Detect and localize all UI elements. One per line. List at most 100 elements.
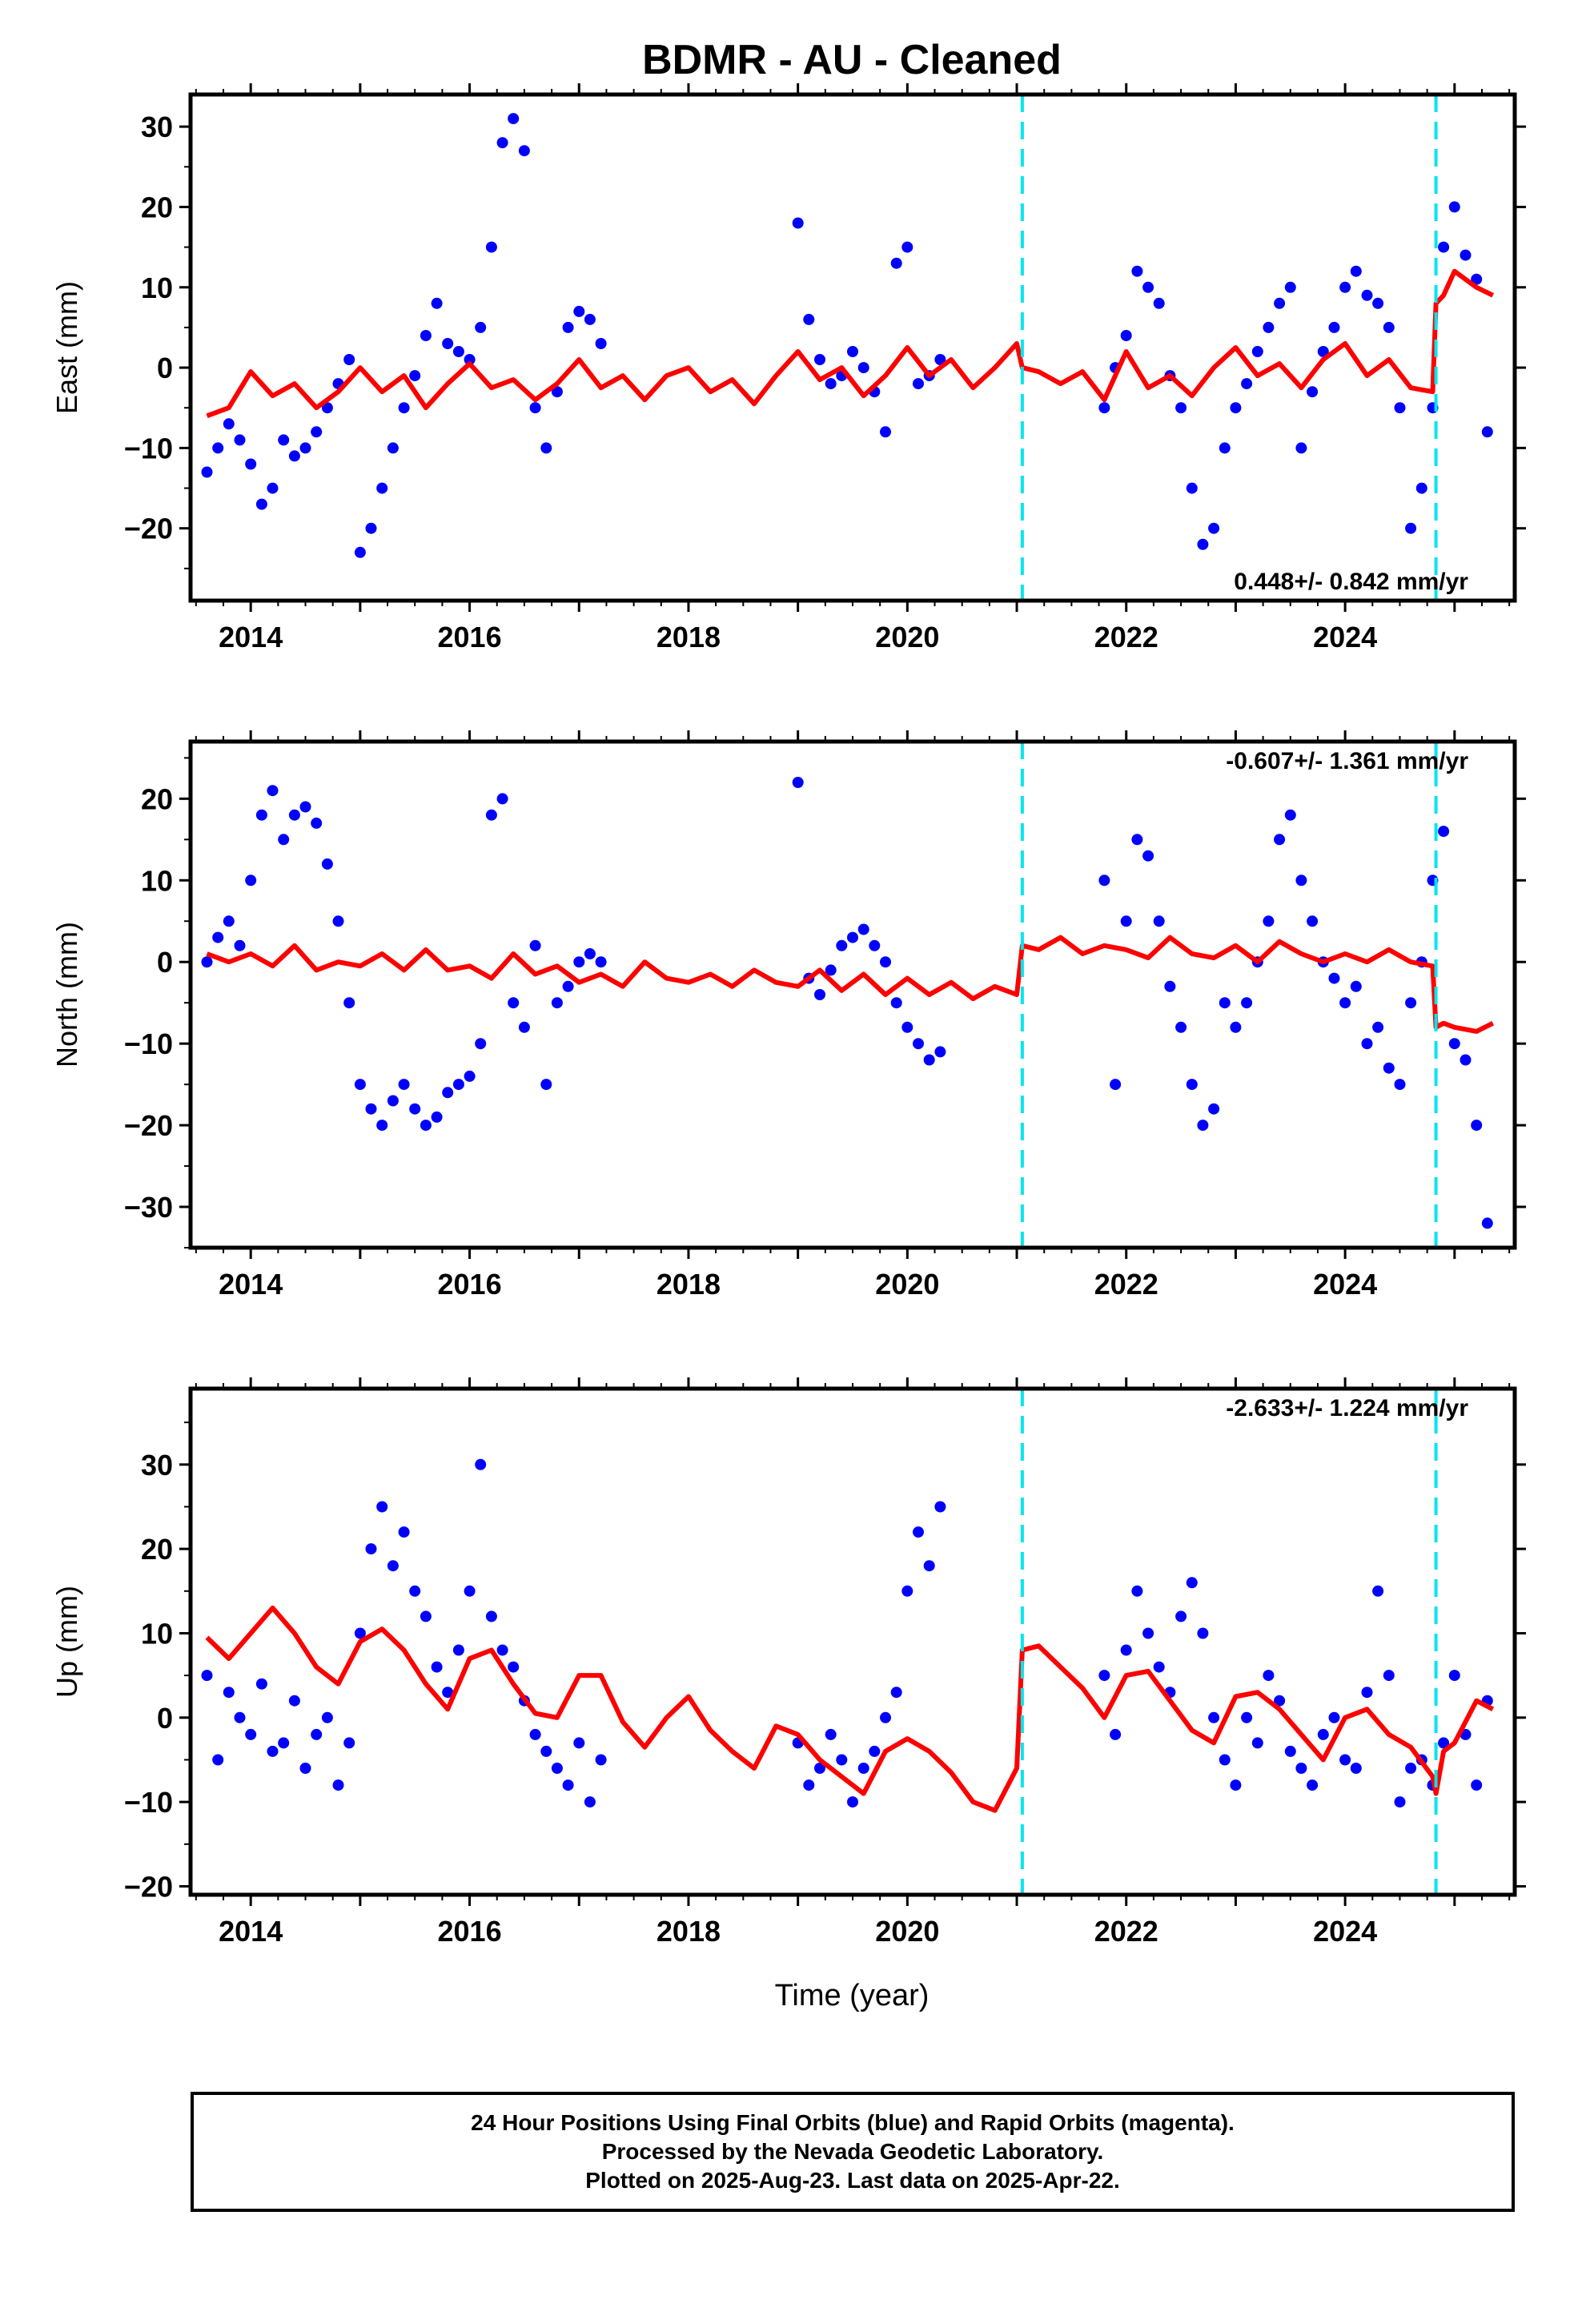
data-point: [354, 1627, 366, 1639]
data-point: [1175, 402, 1187, 414]
data-point: [365, 1543, 377, 1555]
data-point: [1142, 281, 1154, 293]
data-point: [934, 1046, 946, 1058]
data-point: [1241, 1711, 1253, 1723]
data-point: [201, 956, 213, 968]
data-point: [1394, 402, 1406, 414]
y-tick-label: −20: [124, 513, 173, 545]
y-tick-label: 0: [157, 1702, 173, 1735]
data-point: [573, 956, 585, 968]
data-point: [1350, 1763, 1362, 1774]
data-point: [1120, 915, 1132, 927]
data-point: [551, 1763, 563, 1774]
data-point: [540, 442, 552, 454]
data-point: [1339, 1754, 1351, 1766]
x-tick-label: 2018: [656, 1268, 721, 1301]
data-point: [1120, 330, 1132, 341]
data-point: [880, 956, 891, 968]
data-point: [847, 931, 858, 943]
footer-caption-box: 24 Hour Positions Using Final Orbits (bl…: [191, 2092, 1515, 2212]
data-point: [508, 997, 520, 1009]
data-point: [255, 809, 267, 821]
data-point: [255, 1678, 267, 1690]
data-point: [1405, 522, 1417, 534]
y-tick-label: −20: [124, 1870, 173, 1903]
data-point: [1197, 1120, 1209, 1132]
x-tick-label: 2022: [1094, 1268, 1158, 1301]
data-point: [464, 354, 476, 365]
data-point: [365, 522, 377, 534]
data-point: [442, 338, 454, 349]
data-point: [1471, 273, 1483, 285]
data-point: [595, 338, 607, 349]
data-point: [1251, 1737, 1263, 1749]
data-point: [376, 1120, 388, 1132]
data-point: [1186, 482, 1198, 494]
footer-line-1: 24 Hour Positions Using Final Orbits (bl…: [471, 2110, 1235, 2135]
y-tick-label: −20: [124, 1109, 173, 1142]
data-point: [1153, 1661, 1165, 1673]
data-point: [792, 217, 804, 229]
data-point: [869, 939, 881, 951]
data-point: [311, 426, 323, 438]
data-point: [1263, 321, 1275, 333]
data-point: [387, 1560, 399, 1572]
data-point: [792, 777, 804, 788]
data-point: [212, 442, 224, 454]
data-point: [584, 1796, 596, 1808]
y-tick-label: 0: [157, 352, 173, 384]
data-point: [299, 442, 311, 454]
data-point: [1230, 1779, 1242, 1791]
data-point: [1164, 980, 1176, 992]
data-point: [1448, 1670, 1460, 1682]
y-tick-label: 30: [141, 111, 173, 143]
data-points: [201, 1458, 1493, 1808]
data-point: [913, 1526, 924, 1538]
data-point: [573, 1737, 585, 1749]
x-tick-label: 2014: [219, 1915, 283, 1948]
data-point: [431, 1661, 443, 1673]
data-point: [288, 809, 300, 821]
data-point: [1350, 980, 1362, 992]
data-point: [1361, 1038, 1373, 1050]
data-point: [880, 426, 891, 438]
y-tick-label: 10: [141, 864, 173, 897]
data-point: [267, 482, 279, 494]
data-point: [1328, 1711, 1340, 1723]
x-axis-label: Time (year): [775, 1979, 930, 2012]
data-point: [1274, 834, 1286, 846]
data-point: [1307, 386, 1319, 398]
data-point: [595, 956, 607, 968]
data-point: [245, 1728, 257, 1740]
data-point: [431, 297, 443, 309]
y-tick-label: −30: [124, 1191, 173, 1224]
data-point: [825, 1728, 837, 1740]
data-point: [343, 354, 355, 365]
data-point: [857, 923, 869, 935]
data-point: [245, 458, 257, 470]
data-point: [398, 1526, 410, 1538]
data-point: [1263, 1670, 1275, 1682]
data-point: [1460, 1054, 1472, 1066]
y-axis-label: East (mm): [50, 281, 83, 414]
data-point: [1383, 321, 1395, 333]
x-tick-label: 2018: [656, 621, 721, 653]
data-point: [1405, 997, 1417, 1009]
data-point: [1110, 1728, 1122, 1740]
x-tick-label: 2014: [219, 1268, 283, 1301]
x-tick-label: 2024: [1313, 621, 1377, 653]
data-point: [201, 466, 213, 478]
data-points: [201, 113, 1493, 558]
data-point: [529, 402, 541, 414]
data-point: [825, 964, 837, 976]
data-point: [1394, 1079, 1406, 1091]
data-point: [420, 330, 432, 341]
x-tick-label: 2024: [1313, 1915, 1377, 1948]
data-point: [1197, 538, 1209, 550]
data-point: [1230, 1021, 1242, 1033]
data-point: [299, 801, 311, 813]
data-point: [913, 378, 924, 390]
data-point: [420, 1610, 432, 1622]
data-point: [1098, 875, 1110, 887]
